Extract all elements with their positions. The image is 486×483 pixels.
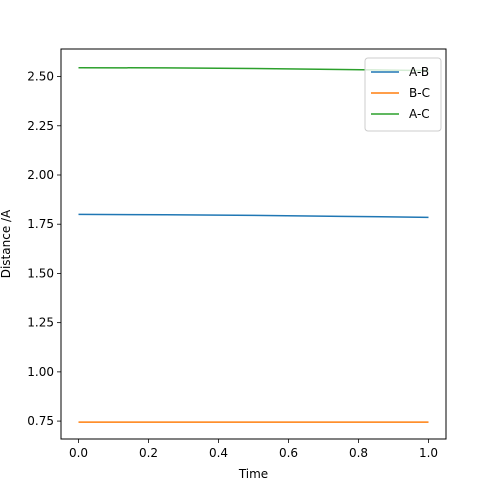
- y-tick-label: 1.75: [27, 217, 54, 231]
- legend-label-a-b: A-B: [409, 65, 429, 79]
- x-tick-label: 0.6: [279, 446, 298, 460]
- y-tick-label: 0.75: [27, 414, 54, 428]
- series-line-a-b: [78, 213, 429, 219]
- legend: A-B B-C A-C: [364, 57, 442, 132]
- x-axis-label: Time: [238, 467, 268, 481]
- y-tick-label: 1.25: [27, 316, 54, 330]
- x-tick-label: 0.2: [139, 446, 158, 460]
- y-tick-label: 2.00: [27, 168, 54, 182]
- y-axis: 0.75 1.00 1.25 1.50 1.75 2.00 2.25 2.50: [27, 70, 61, 428]
- x-tick-label: 0.4: [209, 446, 228, 460]
- legend-label-a-c: A-C: [409, 107, 430, 121]
- legend-label-b-c: B-C: [409, 86, 430, 100]
- y-tick-label: 2.25: [27, 119, 54, 133]
- legend-box: [364, 57, 442, 132]
- plot-frame: [60, 48, 447, 440]
- y-axis-label: Distance /A: [0, 209, 13, 278]
- y-tick-label: 1.00: [27, 365, 54, 379]
- x-tick-label: 0.8: [349, 446, 368, 460]
- x-tick-label: 1.0: [419, 446, 438, 460]
- x-tick-label: 0.0: [69, 446, 88, 460]
- y-tick-label: 1.50: [27, 266, 54, 280]
- x-axis: 0.0 0.2 0.4 0.6 0.8 1.0: [69, 439, 438, 460]
- y-tick-label: 2.50: [27, 70, 54, 84]
